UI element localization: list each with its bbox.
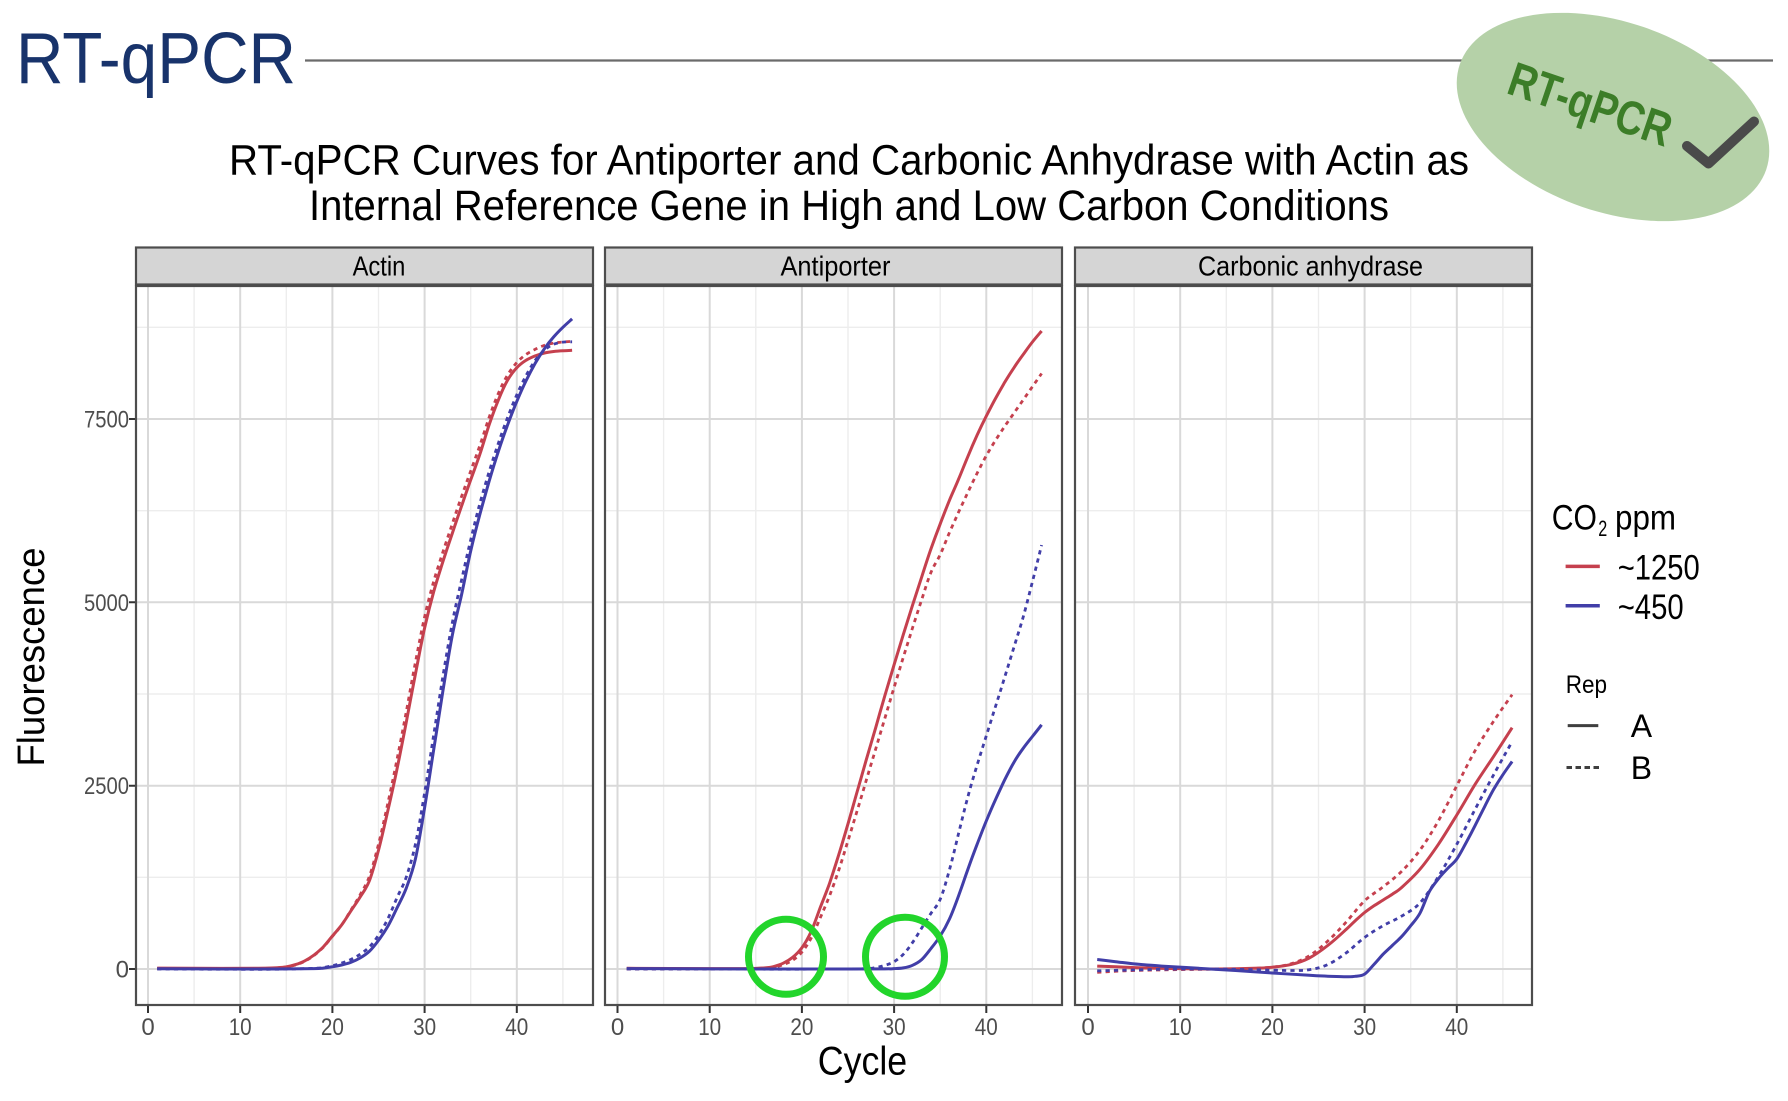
svg-text:5000: 5000 bbox=[84, 590, 129, 617]
svg-text:RT-qPCR Curves for Antiporter: RT-qPCR Curves for Antiporter and Carbon… bbox=[229, 137, 1469, 185]
svg-text:Internal Reference Gene in Hig: Internal Reference Gene in High and Low … bbox=[309, 182, 1389, 230]
svg-text:2: 2 bbox=[1598, 516, 1607, 541]
svg-text:ppm: ppm bbox=[1615, 499, 1676, 538]
svg-text:0: 0 bbox=[1081, 1014, 1094, 1041]
svg-text:Rep: Rep bbox=[1566, 671, 1607, 699]
svg-text:2500: 2500 bbox=[84, 773, 129, 800]
svg-text:20: 20 bbox=[1261, 1014, 1284, 1041]
svg-text:Cycle: Cycle bbox=[818, 1040, 907, 1084]
svg-text:40: 40 bbox=[505, 1014, 528, 1041]
svg-text:20: 20 bbox=[321, 1014, 344, 1041]
svg-text:40: 40 bbox=[1445, 1014, 1468, 1041]
svg-text:20: 20 bbox=[790, 1014, 813, 1041]
svg-text:RT-qPCR: RT-qPCR bbox=[16, 19, 296, 99]
svg-text:A: A bbox=[1631, 708, 1653, 744]
svg-text:0: 0 bbox=[116, 957, 129, 984]
svg-text:30: 30 bbox=[1353, 1014, 1376, 1041]
svg-text:30: 30 bbox=[883, 1014, 906, 1041]
svg-text:Antiporter: Antiporter bbox=[781, 251, 891, 282]
svg-text:Fluorescence: Fluorescence bbox=[11, 548, 53, 767]
svg-text:10: 10 bbox=[1169, 1014, 1192, 1041]
svg-text:30: 30 bbox=[413, 1014, 436, 1041]
svg-text:CO: CO bbox=[1552, 499, 1597, 538]
svg-text:Carbonic anhydrase: Carbonic anhydrase bbox=[1198, 251, 1423, 282]
svg-text:B: B bbox=[1631, 750, 1652, 786]
svg-text:0: 0 bbox=[611, 1014, 624, 1041]
svg-text:7500: 7500 bbox=[84, 407, 129, 434]
svg-text:Actin: Actin bbox=[353, 251, 406, 282]
svg-text:0: 0 bbox=[141, 1014, 154, 1041]
svg-text:10: 10 bbox=[698, 1014, 721, 1041]
svg-text:~450: ~450 bbox=[1618, 588, 1684, 627]
svg-text:10: 10 bbox=[229, 1014, 252, 1041]
svg-text:~1250: ~1250 bbox=[1618, 549, 1700, 588]
svg-text:40: 40 bbox=[975, 1014, 998, 1041]
